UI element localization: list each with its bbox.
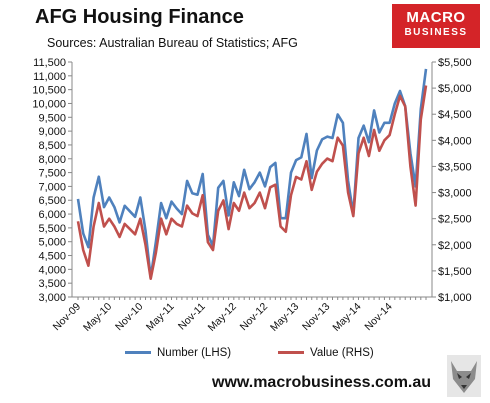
series-line-value bbox=[76, 85, 428, 281]
y-left-tick-label: 5,500 bbox=[38, 223, 66, 235]
y-left-tick-label: 6,000 bbox=[38, 209, 66, 221]
y-left-tick-label: 6,500 bbox=[38, 195, 66, 207]
legend-item-number: Number (LHS) bbox=[125, 347, 231, 359]
logo-line-1: MACRO bbox=[406, 9, 466, 26]
y-left-tick-label: 4,000 bbox=[38, 264, 66, 276]
x-tick-label: Nov-11 bbox=[176, 301, 208, 333]
y-right-tick-label: $2,000 bbox=[438, 240, 472, 252]
x-tick-label: Nov-14 bbox=[362, 301, 395, 334]
y-right-tick-label: $4,500 bbox=[438, 109, 472, 121]
footer-url: www.macrobusiness.com.au bbox=[212, 374, 432, 391]
x-tick-label: Nov-12 bbox=[238, 301, 271, 334]
y-right-tick-label: $1,500 bbox=[438, 266, 472, 278]
x-tick-label: Nov-13 bbox=[300, 301, 333, 334]
y-right-tick-label: $3,000 bbox=[438, 188, 472, 200]
y-right-tick-label: $4,000 bbox=[438, 135, 472, 147]
legend-swatch-number bbox=[125, 351, 151, 355]
y-left-tick-label: 11,500 bbox=[33, 57, 66, 69]
x-tick-label: May-13 bbox=[268, 301, 301, 334]
y-right-tick-label: $2,500 bbox=[438, 214, 472, 226]
x-tick-label: May-14 bbox=[330, 301, 363, 334]
y-left-tick-label: 7,500 bbox=[38, 168, 66, 180]
y-right-tick-label: $5,000 bbox=[438, 83, 472, 95]
y-left-tick-label: 11,000 bbox=[33, 71, 66, 83]
x-tick-label: Nov-09 bbox=[51, 301, 84, 334]
legend-swatch-value bbox=[278, 351, 304, 355]
x-tick-label: May-10 bbox=[81, 301, 114, 334]
legend-label-value: Value (RHS) bbox=[310, 347, 374, 359]
y-left-tick-label: 10,000 bbox=[32, 98, 66, 110]
y-right-tick-label: $5,500 bbox=[438, 57, 472, 69]
y-left-tick-label: 3,500 bbox=[38, 278, 66, 290]
y-left-tick-label: 9,000 bbox=[38, 126, 66, 138]
y-left-tick-label: 7,000 bbox=[38, 181, 66, 193]
legend-item-value: Value (RHS) bbox=[278, 347, 374, 359]
y-left-tick-label: 3,000 bbox=[38, 292, 66, 304]
x-tick-label: May-11 bbox=[144, 301, 177, 334]
series-line-number bbox=[76, 68, 428, 279]
y-left-tick-label: 9,500 bbox=[38, 112, 66, 124]
y-right-tick-label: $3,500 bbox=[438, 161, 472, 173]
wolf-logo-icon bbox=[447, 355, 481, 397]
y-left-tick-label: 10,500 bbox=[32, 85, 66, 97]
x-tick-label: Nov-10 bbox=[113, 301, 146, 334]
y-left-tick-label: 5,000 bbox=[38, 237, 66, 249]
y-right-tick-label: $1,000 bbox=[438, 292, 472, 304]
y-left-tick-label: 4,500 bbox=[38, 251, 66, 263]
y-left-tick-label: 8,000 bbox=[38, 154, 66, 166]
logo-line-2: BUSINESS bbox=[404, 27, 468, 38]
macro-business-logo: MACRO BUSINESS bbox=[392, 4, 480, 48]
x-tick-label: May-12 bbox=[206, 301, 239, 334]
chart-title: AFG Housing Finance bbox=[35, 6, 244, 28]
chart-subtitle: Sources: Australian Bureau of Statistics… bbox=[47, 36, 298, 50]
y-left-tick-label: 8,500 bbox=[38, 140, 66, 152]
legend-label-number: Number (LHS) bbox=[157, 347, 232, 359]
